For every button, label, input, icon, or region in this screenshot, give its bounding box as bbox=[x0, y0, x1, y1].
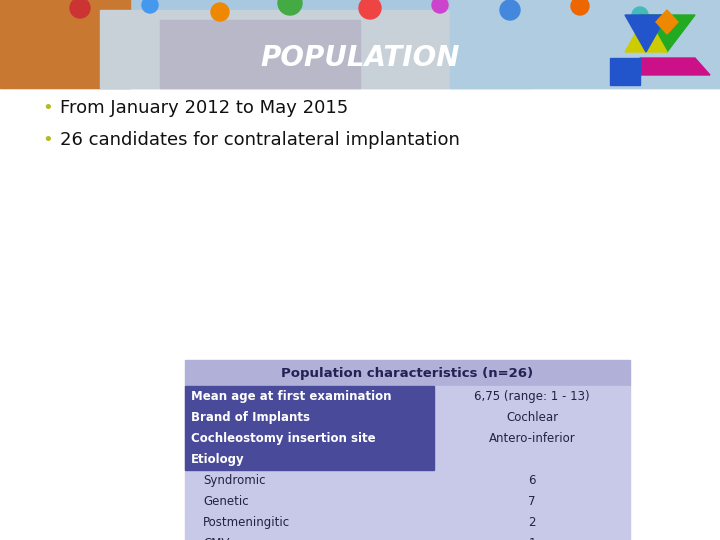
Polygon shape bbox=[640, 58, 710, 75]
Circle shape bbox=[142, 0, 158, 13]
Text: Cochlear: Cochlear bbox=[506, 411, 558, 424]
Text: Brand of Implants: Brand of Implants bbox=[191, 411, 310, 424]
Polygon shape bbox=[625, 15, 667, 52]
Bar bbox=[185, 360, 630, 386]
Bar bbox=[0, 0, 130, 88]
Bar bbox=[185, 533, 630, 540]
Text: 1: 1 bbox=[528, 537, 536, 540]
Bar bbox=[185, 428, 630, 449]
Polygon shape bbox=[625, 15, 667, 52]
Polygon shape bbox=[640, 15, 695, 52]
Bar bbox=[160, 20, 360, 88]
Polygon shape bbox=[656, 10, 678, 34]
Text: From January 2012 to May 2015: From January 2012 to May 2015 bbox=[60, 99, 348, 117]
Text: CMV: CMV bbox=[203, 537, 230, 540]
Text: •: • bbox=[42, 131, 53, 149]
Bar bbox=[185, 407, 434, 428]
Bar bbox=[185, 512, 630, 533]
Text: Genetic: Genetic bbox=[203, 495, 248, 508]
Text: 26 candidates for contralateral implantation: 26 candidates for contralateral implanta… bbox=[60, 131, 460, 149]
Bar bbox=[0, 0, 720, 88]
Text: Population characteristics (n=26): Population characteristics (n=26) bbox=[282, 367, 534, 380]
Text: 6: 6 bbox=[528, 474, 536, 487]
Bar bbox=[100, 10, 530, 88]
Circle shape bbox=[632, 7, 648, 23]
Circle shape bbox=[359, 0, 381, 19]
Circle shape bbox=[211, 3, 229, 21]
Circle shape bbox=[278, 0, 302, 15]
Text: Etiology: Etiology bbox=[191, 453, 245, 466]
Circle shape bbox=[70, 0, 90, 18]
Text: Cochleostomy insertion site: Cochleostomy insertion site bbox=[191, 432, 376, 445]
Text: •: • bbox=[42, 99, 53, 117]
Bar bbox=[185, 428, 434, 449]
Text: 2: 2 bbox=[528, 516, 536, 529]
Text: Syndromic: Syndromic bbox=[203, 474, 266, 487]
Text: Postmeningitic: Postmeningitic bbox=[203, 516, 290, 529]
Circle shape bbox=[432, 0, 448, 13]
Bar bbox=[185, 449, 434, 470]
Text: 7: 7 bbox=[528, 495, 536, 508]
Bar bbox=[185, 491, 630, 512]
Bar bbox=[185, 386, 434, 407]
Bar bbox=[185, 386, 630, 407]
Text: Antero-inferior: Antero-inferior bbox=[489, 432, 575, 445]
Bar bbox=[185, 470, 630, 491]
Circle shape bbox=[571, 0, 589, 15]
Bar bbox=[450, 0, 720, 88]
Polygon shape bbox=[610, 58, 640, 85]
Circle shape bbox=[500, 0, 520, 20]
Text: Mean age at first examination: Mean age at first examination bbox=[191, 390, 392, 403]
Text: POPULATION: POPULATION bbox=[260, 44, 460, 72]
Bar bbox=[185, 407, 630, 428]
Bar bbox=[185, 449, 630, 470]
Text: 6,75 (range: 1 - 13): 6,75 (range: 1 - 13) bbox=[474, 390, 590, 403]
